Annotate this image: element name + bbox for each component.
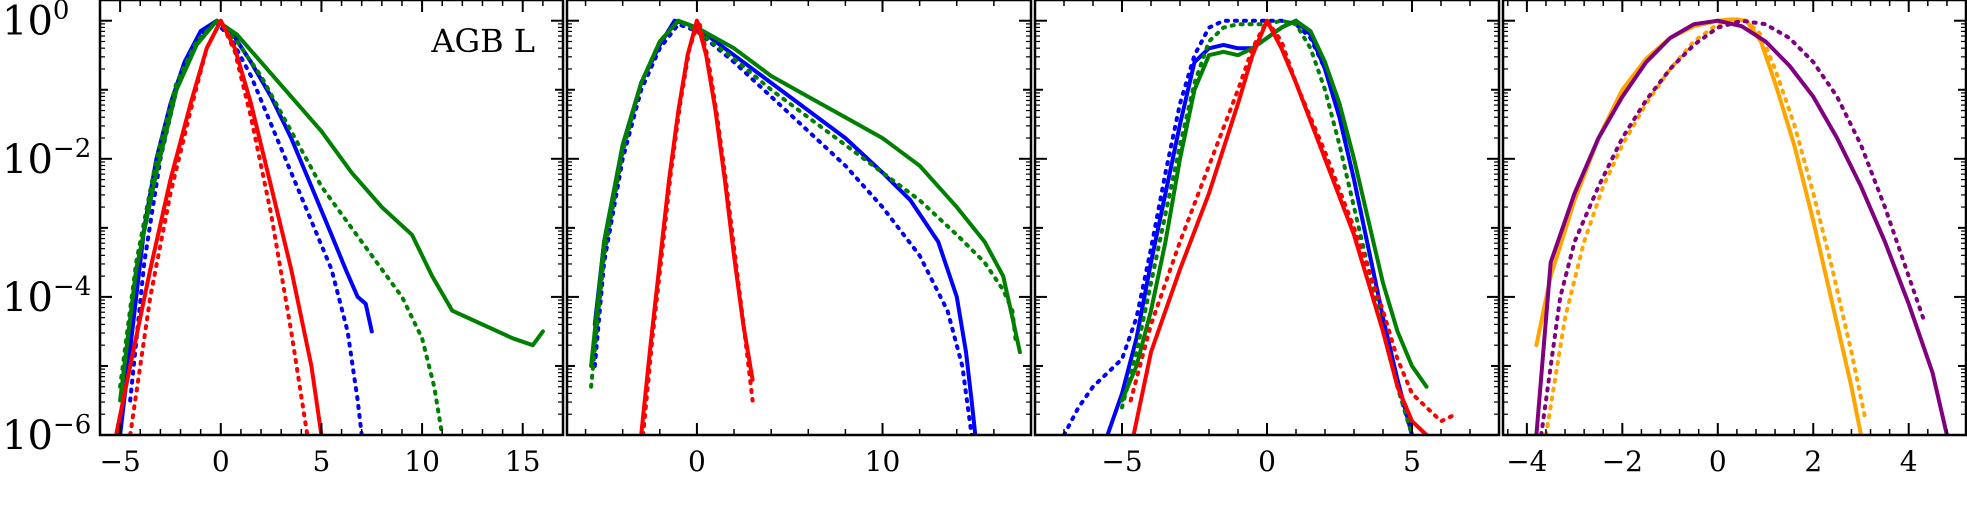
x-tick-label: −5 xyxy=(99,445,140,478)
panel-3: −5 0 5 xyxy=(1033,0,1501,478)
panel-2: 0 10 xyxy=(565,0,1033,478)
x-tick-label: 5 xyxy=(313,445,331,478)
series-line-4 xyxy=(1539,18,1925,435)
series-group xyxy=(1534,16,1949,435)
axes-frame xyxy=(565,0,1033,437)
x-tick-label: −4 xyxy=(1506,445,1547,478)
series-line-5 xyxy=(639,18,755,435)
series-line-2 xyxy=(128,18,364,435)
series-line-5 xyxy=(1131,18,1429,435)
y-tick-label: 10−4 xyxy=(2,272,91,321)
series-line-6 xyxy=(641,18,755,435)
x-tick-label: 10 xyxy=(404,445,440,478)
y-tick-label: 10−6 xyxy=(2,410,91,459)
y-tick-exponent: −2 xyxy=(53,134,91,164)
series-line-2 xyxy=(1062,18,1414,435)
axes-frame xyxy=(1501,0,1967,437)
series-line-4 xyxy=(589,18,1019,389)
series-line-2 xyxy=(592,22,974,435)
x-tick-label: 5 xyxy=(1403,445,1421,478)
x-tick-label: 0 xyxy=(1258,445,1276,478)
panel-4: −4 −2 0 2 4 xyxy=(1501,0,1967,478)
x-tick-label: −2 xyxy=(1602,445,1643,478)
y-tick-exponent: −6 xyxy=(53,410,91,440)
series-group xyxy=(1062,18,1458,435)
y-tick-exponent: −4 xyxy=(53,272,91,302)
series-group xyxy=(589,18,1022,435)
x-tick-label: 0 xyxy=(212,445,230,478)
x-tick-label: 15 xyxy=(505,445,541,478)
series-line-1 xyxy=(1105,18,1414,435)
panel-1: −5 0 5 10 15 100 10−2 10−4 10−6 xyxy=(2,0,565,478)
panel-1-annotation: AGB L xyxy=(430,22,535,60)
x-tick-label: 4 xyxy=(1900,445,1918,478)
series-line-3 xyxy=(1534,18,1949,435)
series-line-6 xyxy=(128,18,310,435)
y-tick-exponent: 0 xyxy=(53,0,70,26)
series-group xyxy=(114,18,545,435)
series-line-4 xyxy=(118,18,445,435)
series-line-6 xyxy=(1128,18,1458,424)
axes-frame xyxy=(98,0,565,437)
series-line-2 xyxy=(1544,16,1868,435)
x-tick-label: 10 xyxy=(865,445,901,478)
x-tick-label: 0 xyxy=(688,445,706,478)
x-tick-label: 0 xyxy=(1709,445,1727,478)
x-tick-label: −5 xyxy=(1101,445,1142,478)
axes-frame xyxy=(1033,0,1501,437)
axes-layer: −5 0 5 10 15 100 10−2 10−4 10−6 0 10 −5 0 5 −4 −2 0 2 4 xyxy=(2,0,1967,478)
series-line-3 xyxy=(1120,18,1429,403)
y-tick-label: 100 xyxy=(2,0,69,45)
series-line-3 xyxy=(118,18,545,403)
x-tick-label: 2 xyxy=(1804,445,1822,478)
y-tick-label: 10−2 xyxy=(2,134,91,183)
series-line-1 xyxy=(1534,17,1863,435)
